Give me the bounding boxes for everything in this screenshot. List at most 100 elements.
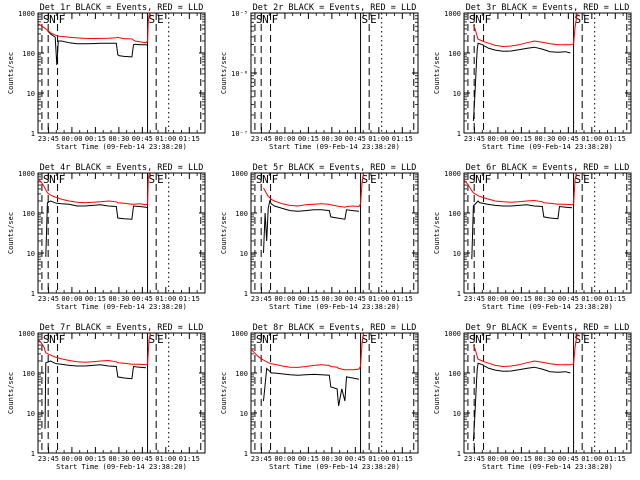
plot-frame [463, 12, 632, 134]
x-tick-label: 00:30 [534, 135, 555, 143]
marker-label: N [262, 333, 269, 346]
x-tick-label: 00:15 [511, 295, 532, 303]
events-series-line [263, 199, 360, 254]
panel-title: Det 7r BLACK = Events, RED = LLD [40, 323, 204, 333]
lld-series-line [37, 172, 151, 206]
y-tick-label: 100 [22, 50, 35, 58]
y-tick-label: 100 [448, 50, 461, 58]
y-tick-label: 1 [244, 290, 248, 298]
marker-label: F [485, 333, 492, 346]
y-tick-label: 10 [240, 250, 248, 258]
x-tick-label: 00:45 [345, 455, 366, 463]
x-tick-label: 00:15 [298, 135, 319, 143]
marker-label: F [272, 173, 279, 186]
x-tick-label: 01:15 [392, 455, 413, 463]
x-tick-label: 23:45 [38, 295, 59, 303]
x-tick-label: 01:15 [179, 455, 200, 463]
x-tick-label: 23:45 [38, 455, 59, 463]
detector-panel-4: Det 4r BLACK = Events, RED = LLD Counts/s… [7, 163, 206, 311]
marker-label: S [362, 333, 369, 346]
x-tick-label: 00:15 [298, 295, 319, 303]
x-tick-label: 01:00 [368, 295, 389, 303]
marker-label: F [272, 13, 279, 26]
events-series-line [472, 42, 571, 122]
x-tick-label: 01:00 [155, 295, 176, 303]
x-tick-label: 23:45 [464, 455, 485, 463]
marker-label: E [583, 333, 590, 346]
y-tick-label: 1 [457, 130, 461, 138]
y-tick-label: 10 [453, 410, 461, 418]
y-tick-label: 100 [22, 210, 35, 218]
x-tick-label: 00:45 [558, 135, 579, 143]
y-tick-label: 1000 [18, 170, 35, 178]
marker-label: S [362, 173, 369, 186]
marker-label: N [49, 333, 56, 346]
y-axis-label: Counts/sec [7, 52, 15, 94]
x-tick-label: 00:00 [61, 295, 82, 303]
marker-label: S [256, 333, 263, 346]
marker-label: N [475, 13, 482, 26]
detector-panel-9: Det 9r BLACK = Events, RED = LLD Counts/s… [433, 323, 632, 471]
lld-series-line [263, 172, 365, 208]
marker-label: F [485, 13, 492, 26]
x-tick-label: 01:15 [605, 135, 626, 143]
y-axis-label: Counts/sec [433, 52, 441, 94]
lld-series-line [37, 332, 152, 366]
x-axis-label: Start Time (09-Feb-14 23:38:20) [482, 463, 613, 471]
marker-label: S [575, 173, 582, 186]
marker-label: N [262, 13, 269, 26]
plot-frame [37, 12, 206, 134]
marker-label: F [485, 173, 492, 186]
y-tick-label: 10 [27, 410, 35, 418]
panel-title: Det 8r BLACK = Events, RED = LLD [253, 323, 417, 333]
x-tick-label: 23:45 [38, 135, 59, 143]
y-tick-label: 10 [27, 250, 35, 258]
marker-label: F [59, 13, 66, 26]
detector-panel-7: Det 7r BLACK = Events, RED = LLD Counts/s… [7, 323, 206, 471]
x-tick-label: 01:15 [392, 135, 413, 143]
marker-label: S [149, 173, 156, 186]
panel-title: Det 1r BLACK = Events, RED = LLD [40, 3, 204, 13]
detector-panel-1: Det 1r BLACK = Events, RED = LLD Counts/s… [7, 3, 206, 151]
x-tick-label: 01:00 [581, 295, 602, 303]
marker-label: E [157, 13, 164, 26]
y-tick-label: 1 [31, 290, 35, 298]
x-tick-label: 00:00 [61, 455, 82, 463]
marker-label: S [149, 333, 156, 346]
events-series-line [44, 360, 147, 429]
y-tick-label: 1000 [18, 10, 35, 18]
detector-panel-2: Det 2r BLACK = Events, RED = LLD Counts/s… [220, 3, 419, 151]
marker-label: N [49, 13, 56, 26]
y-tick-label: 10 [453, 250, 461, 258]
y-axis-label: Counts/sec [7, 372, 15, 414]
marker-label: S [469, 173, 476, 186]
x-tick-label: 00:00 [487, 135, 508, 143]
x-tick-label: 00:15 [511, 135, 532, 143]
marker-label: S [256, 173, 263, 186]
x-axis-label: Start Time (09-Feb-14 23:38:20) [269, 463, 400, 471]
y-tick-label: 1000 [444, 330, 461, 338]
y-tick-label: 1 [457, 450, 461, 458]
marker-label: S [469, 333, 476, 346]
x-tick-label: 23:45 [464, 135, 485, 143]
panel-title: Det 5r BLACK = Events, RED = LLD [253, 163, 417, 173]
x-tick-label: 01:00 [368, 135, 389, 143]
y-tick-label: 1 [31, 450, 35, 458]
y-tick-label: 10⁻⁷ [231, 130, 248, 138]
y-tick-label: 10 [27, 90, 35, 98]
y-tick-label: 1 [31, 130, 35, 138]
detector-panel-5: Det 5r BLACK = Events, RED = LLD Counts/s… [220, 163, 419, 311]
y-axis-label: Counts/sec [220, 52, 228, 94]
marker-label: F [59, 333, 66, 346]
plot-frame [250, 332, 419, 454]
lld-series-line [472, 332, 579, 368]
y-tick-label: 1000 [231, 330, 248, 338]
marker-label: E [583, 13, 590, 26]
x-axis-label: Start Time (09-Feb-14 23:38:20) [269, 303, 400, 311]
x-tick-label: 00:15 [85, 295, 106, 303]
x-tick-label: 01:00 [581, 455, 602, 463]
marker-label: E [157, 173, 164, 186]
x-tick-label: 00:00 [487, 455, 508, 463]
plot-frame [463, 172, 632, 294]
